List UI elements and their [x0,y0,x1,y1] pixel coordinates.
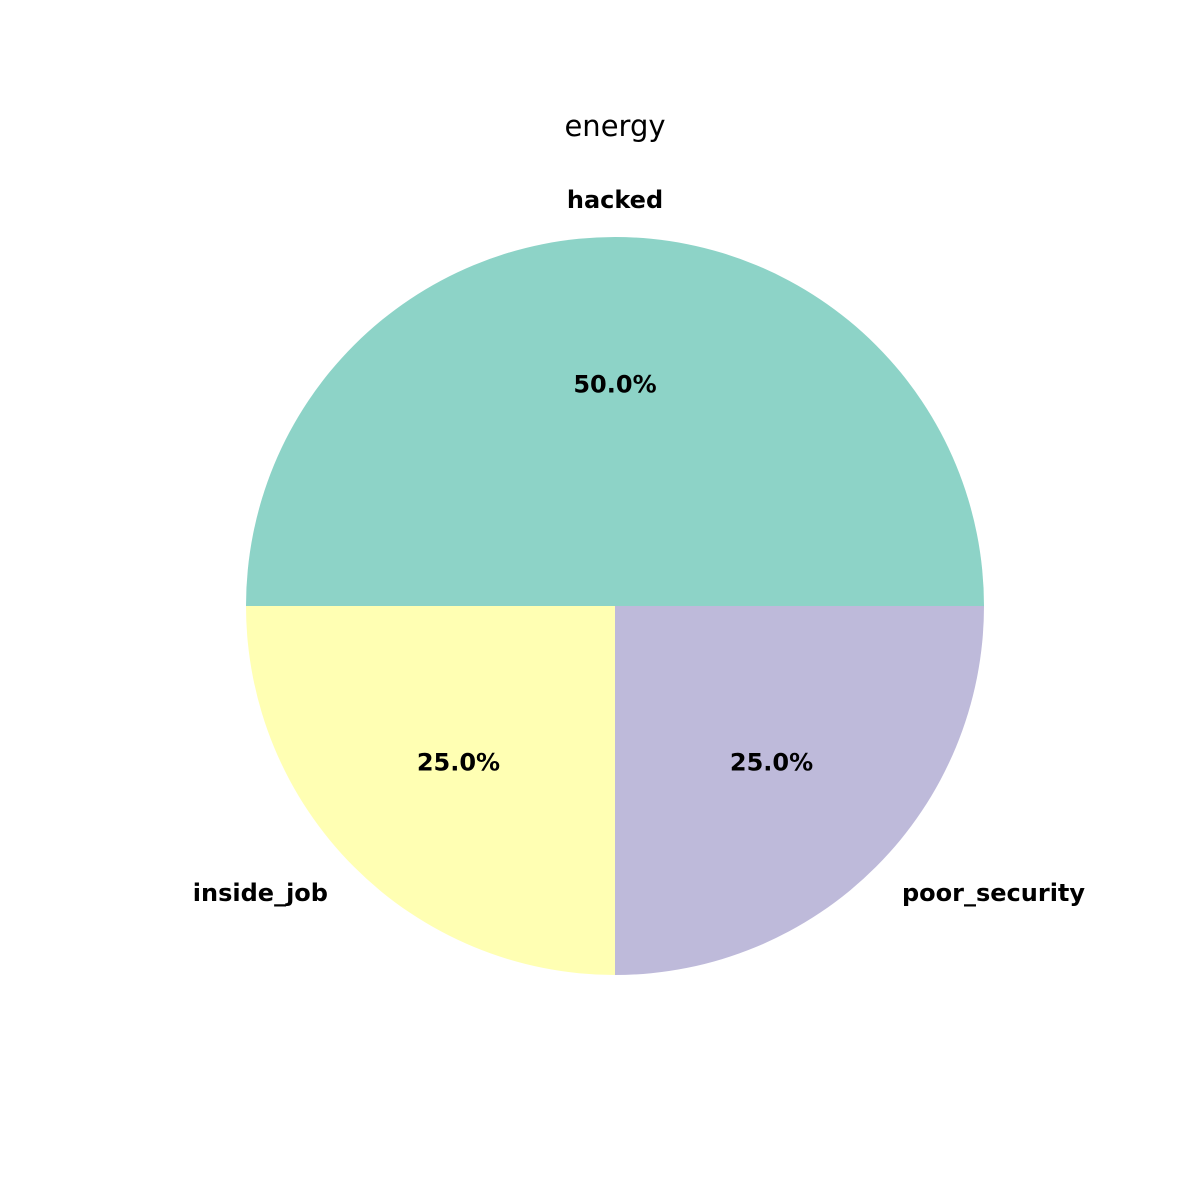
slice-label: poor_security [902,879,1085,907]
pie-slice-inside-job [246,606,615,975]
pie-slice-poor-security [615,606,984,975]
slice-label: hacked [567,186,663,214]
pie-labels: hacked 50.0% inside_job 25.0% poor_security 2… [193,186,1086,907]
slice-percent-label: 25.0% [730,749,813,777]
chart-title: energy [564,109,665,143]
slice-percent-label: 50.0% [573,371,656,399]
slice-percent-label: 25.0% [417,749,500,777]
slice-label: inside_job [193,879,328,907]
pie-slice-hacked [246,237,984,606]
pie-slices [246,237,984,975]
